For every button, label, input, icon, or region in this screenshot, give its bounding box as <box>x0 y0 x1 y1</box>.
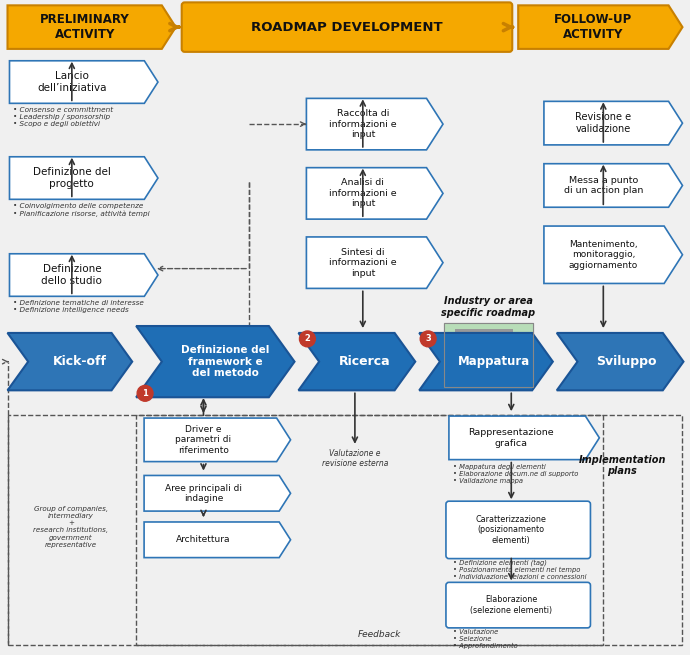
Polygon shape <box>299 333 415 390</box>
FancyBboxPatch shape <box>451 339 495 345</box>
Text: Feedback: Feedback <box>358 629 402 639</box>
Text: Sintesi di
informazioni e
input: Sintesi di informazioni e input <box>329 248 397 278</box>
FancyBboxPatch shape <box>181 3 512 52</box>
Text: Mappatura: Mappatura <box>458 355 530 368</box>
FancyBboxPatch shape <box>444 323 533 387</box>
Polygon shape <box>144 476 290 511</box>
Polygon shape <box>8 5 176 49</box>
Circle shape <box>299 331 315 346</box>
FancyBboxPatch shape <box>455 329 513 336</box>
Polygon shape <box>10 157 158 199</box>
Text: Valutazione e
revisione esterna: Valutazione e revisione esterna <box>322 449 388 468</box>
Polygon shape <box>144 522 290 557</box>
Text: Elaborazione
(selezione elementi): Elaborazione (selezione elementi) <box>470 595 552 615</box>
Polygon shape <box>10 61 158 103</box>
FancyBboxPatch shape <box>455 348 513 354</box>
Text: • Definizione tematiche di interesse
• Definizione intelligence needs: • Definizione tematiche di interesse • D… <box>13 300 144 313</box>
Text: • Consenso e committment
• Leadership / sponsorship
• Scopo e degli obiettivi: • Consenso e committment • Leadership / … <box>13 107 114 128</box>
Polygon shape <box>544 164 682 207</box>
Text: 2: 2 <box>304 335 310 343</box>
Text: 1: 1 <box>142 389 148 398</box>
FancyBboxPatch shape <box>451 362 500 368</box>
Polygon shape <box>449 416 600 460</box>
Polygon shape <box>8 333 132 390</box>
FancyBboxPatch shape <box>446 501 591 559</box>
Text: Rappresentazione
grafica: Rappresentazione grafica <box>469 428 554 447</box>
Text: ROADMAP DEVELOPMENT: ROADMAP DEVELOPMENT <box>251 20 443 33</box>
FancyBboxPatch shape <box>455 372 508 379</box>
Text: Mantenimento,
monitoraggio,
aggiornamento: Mantenimento, monitoraggio, aggiornament… <box>569 240 638 270</box>
Text: FOLLOW-UP
ACTIVITY: FOLLOW-UP ACTIVITY <box>554 13 633 41</box>
Text: Ricerca: Ricerca <box>339 355 391 368</box>
Polygon shape <box>306 98 443 150</box>
Text: Definizione del
framework e
del metodo: Definizione del framework e del metodo <box>181 345 269 378</box>
Text: Definizione del
progetto: Definizione del progetto <box>33 167 111 189</box>
Polygon shape <box>420 333 553 390</box>
FancyBboxPatch shape <box>446 582 591 628</box>
Text: Sviluppo: Sviluppo <box>596 355 656 368</box>
Polygon shape <box>544 226 682 284</box>
Text: • Definizione elementi (tag)
• Posizionamento elementi nel tempo
• Individuazion: • Definizione elementi (tag) • Posiziona… <box>453 559 586 580</box>
Text: Aree principali di
indagine: Aree principali di indagine <box>165 483 242 503</box>
Text: Group of companies,
intermediary
+
research institutions,
government
representat: Group of companies, intermediary + resea… <box>33 506 108 548</box>
Text: Lancio
dell’iniziativa: Lancio dell’iniziativa <box>37 71 106 93</box>
Polygon shape <box>557 333 684 390</box>
Polygon shape <box>544 102 682 145</box>
FancyBboxPatch shape <box>444 360 533 387</box>
Text: Raccolta di
informazioni e
input: Raccolta di informazioni e input <box>329 109 397 139</box>
Text: Architettura: Architettura <box>176 535 230 544</box>
Circle shape <box>137 385 153 402</box>
Text: • Coinvolgimento delle competenze
• Pianificazione risorse, attività tempi: • Coinvolgimento delle competenze • Pian… <box>13 203 150 217</box>
Text: Driver e
parametri di
riferimento: Driver e parametri di riferimento <box>175 425 232 455</box>
Text: 3: 3 <box>425 335 431 343</box>
Polygon shape <box>306 168 443 219</box>
Text: Definizione
dello studio: Definizione dello studio <box>41 264 102 286</box>
Text: • Mappatura degli elementi
• Elaborazione docum.ne di supporto
• Validazione map: • Mappatura degli elementi • Elaborazion… <box>453 464 578 484</box>
Text: Implementation
plans: Implementation plans <box>578 455 666 476</box>
Polygon shape <box>518 5 682 49</box>
Text: Kick-off: Kick-off <box>52 355 107 368</box>
Circle shape <box>420 331 436 346</box>
Text: Analisi di
informazioni e
input: Analisi di informazioni e input <box>329 179 397 208</box>
Text: Caratterizzazione
(posizionamento
elementi): Caratterizzazione (posizionamento elemen… <box>476 515 546 545</box>
Polygon shape <box>136 326 295 398</box>
Text: • Valutazione
• Selezione
• Approfondimento: • Valutazione • Selezione • Approfondime… <box>453 629 518 649</box>
Text: Messa a punto
di un action plan: Messa a punto di un action plan <box>564 176 643 195</box>
FancyBboxPatch shape <box>444 323 533 360</box>
Text: Revisione e
validazione: Revisione e validazione <box>575 112 631 134</box>
Polygon shape <box>306 237 443 288</box>
Text: PRELIMINARY
ACTIVITY: PRELIMINARY ACTIVITY <box>40 13 130 41</box>
Polygon shape <box>144 418 290 462</box>
Text: Industry or area
specific roadmap: Industry or area specific roadmap <box>442 296 535 318</box>
Polygon shape <box>10 253 158 296</box>
